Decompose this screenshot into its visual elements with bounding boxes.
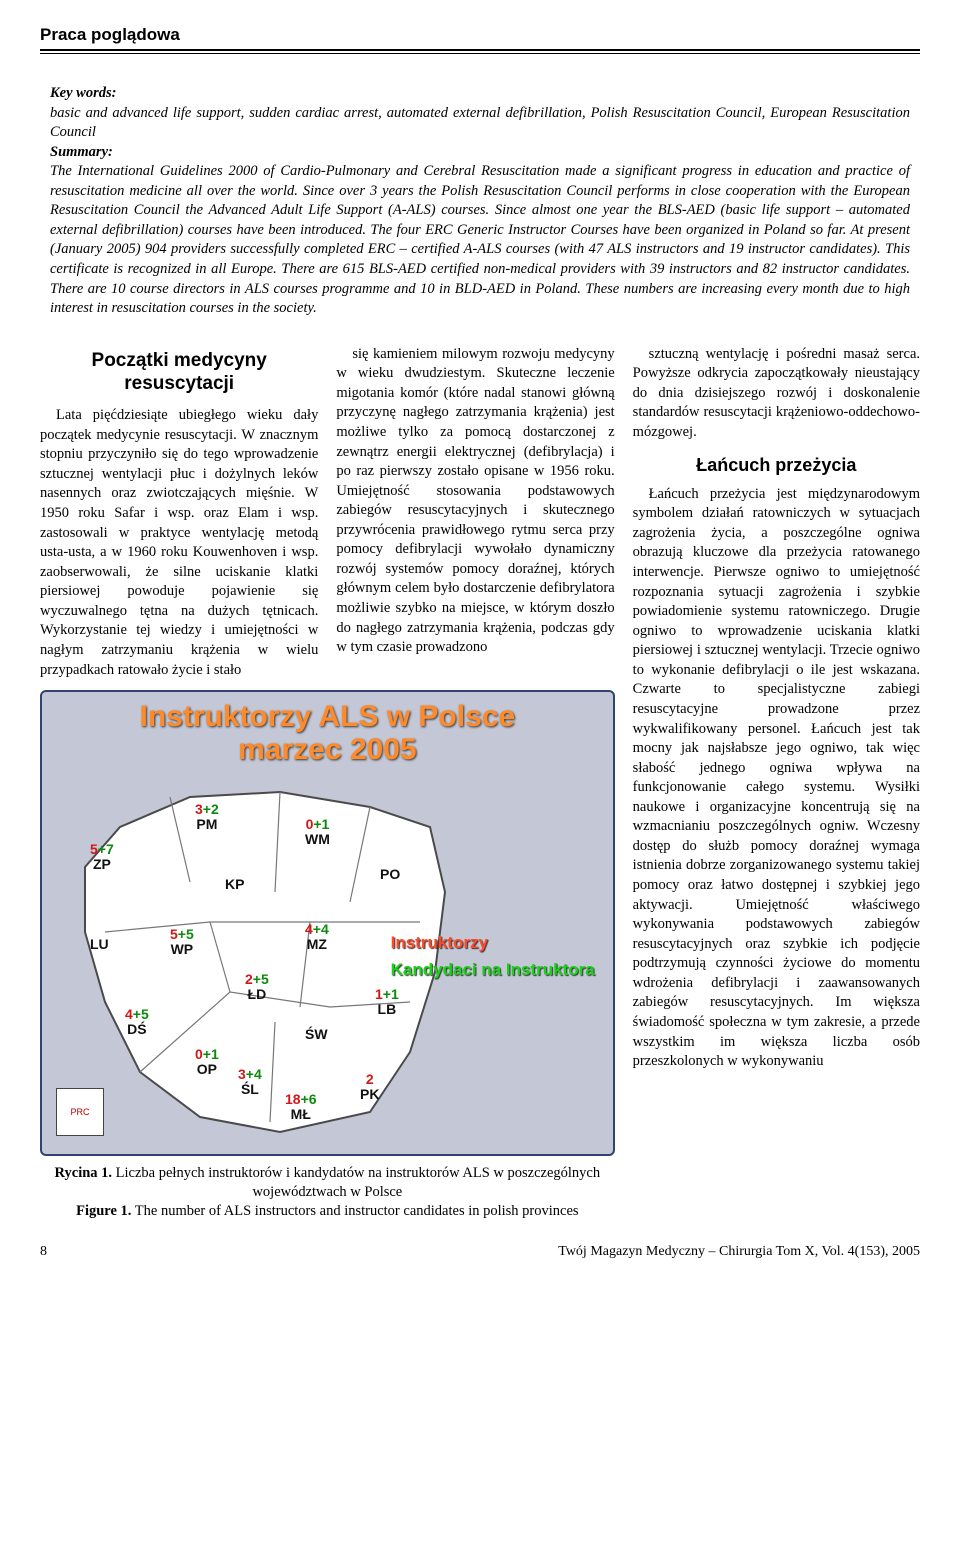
map-area: Instruktorzy Kandydaci na Instruktora PR… [50,772,605,1142]
caption-en-label: Figure 1. [76,1203,131,1219]
caption-en: The number of ALS instructors and instru… [131,1203,578,1219]
map-title-line1: Instruktorzy ALS w Polsce [140,700,516,733]
map-legend: Instruktorzy Kandydaci na Instruktora [391,932,595,982]
map-title-line2: marzec 2005 [238,733,416,766]
legend-candidates: Kandydaci na Instruktora [391,959,595,982]
prc-logo-icon: PRC [56,1088,104,1136]
summary-block: Key words: basic and advanced life suppo… [40,84,920,319]
figure-1: Instruktorzy ALS w Polsce marzec 2005 In… [40,690,615,1221]
page-footer: 8 Twój Magazyn Medyczny – Chirurgia Tom … [40,1243,920,1262]
col1-heading: Początki medycyny resuscytacji [40,349,318,397]
legend-instructors: Instruktorzy [391,932,595,955]
left-two-columns: Początki medycyny resuscytacji Lata pięć… [40,345,615,1221]
keywords-text: basic and advanced life support, sudden … [50,105,910,141]
page-number: 8 [40,1243,47,1262]
col3-heading: Łańcuch przeżycia [633,453,920,477]
col3-p2: Łańcuch przeżycia jest międzynarodowym s… [633,485,920,1072]
body-columns: Początki medycyny resuscytacji Lata pięć… [40,345,920,1221]
journal-ref: Twój Magazyn Medyczny – Chirurgia Tom X,… [558,1243,920,1262]
caption-pl: Liczba pełnych instruktorów i kandydatów… [112,1165,600,1200]
summary-text: The International Guidelines 2000 of Car… [50,163,910,316]
summary-label: Summary: [50,144,113,160]
page-header: Praca poglądowa [40,25,180,44]
column-1: Początki medycyny resuscytacji Lata pięć… [40,345,318,680]
figure-caption: Rycina 1. Liczba pełnych instruktorów i … [40,1164,615,1221]
header-rule [40,53,920,54]
col3-p1: sztuczną wentylację i pośredni masaż ser… [633,345,920,443]
map-card: Instruktorzy ALS w Polsce marzec 2005 In… [40,690,615,1156]
column-2: się kamieniem milowym rozwoju medycyny w… [336,345,614,680]
map-title: Instruktorzy ALS w Polsce marzec 2005 [50,700,605,766]
caption-pl-label: Rycina 1. [55,1165,113,1181]
keywords-label: Key words: [50,85,116,101]
col2-text: się kamieniem milowym rozwoju medycyny w… [336,345,614,658]
col1-text: Lata pięćdziesiąte ubiegłego wieku dały … [40,406,318,680]
column-3: sztuczną wentylację i pośredni masaż ser… [633,345,920,1221]
